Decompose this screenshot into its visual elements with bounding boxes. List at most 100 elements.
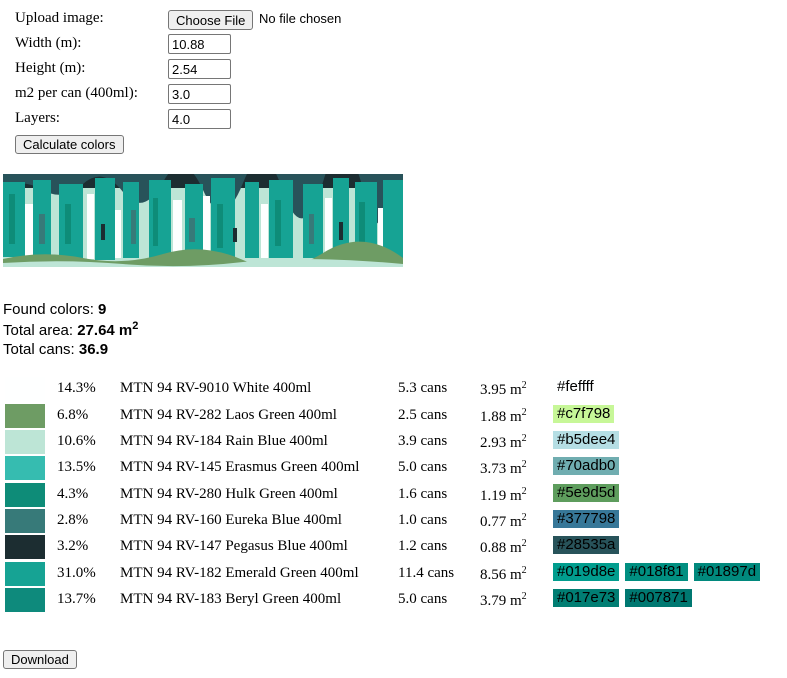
color-percent: 4.3% xyxy=(57,486,89,502)
color-paint-name: MTN 94 RV-280 Hulk Green 400ml xyxy=(120,486,338,502)
total-area-label: Total area: xyxy=(3,322,78,339)
hex-chip: #017e73 xyxy=(553,589,620,607)
color-area-value: 1.19 m xyxy=(480,488,522,504)
found-colors-line: Found colors: 9 xyxy=(3,301,106,318)
preview-image xyxy=(3,174,403,267)
color-area-value: 3.73 m xyxy=(480,461,522,477)
color-row: 4.3% MTN 94 RV-280 Hulk Green 400ml 1.6 ca… xyxy=(0,483,787,509)
color-cans: 5.3 cans xyxy=(398,380,448,396)
color-percent: 6.8% xyxy=(57,407,89,423)
color-area-value: 2.93 m xyxy=(480,435,522,451)
layers-label: Layers: xyxy=(15,110,60,126)
color-percent: 13.5% xyxy=(57,459,96,475)
total-cans-line: Total cans: 36.9 xyxy=(3,341,108,358)
color-paint-name: MTN 94 RV-183 Beryl Green 400ml xyxy=(120,591,342,607)
color-cans: 1.0 cans xyxy=(398,512,448,528)
total-area-value: 27.64 m2 xyxy=(77,320,139,339)
color-area-sup: 2 xyxy=(521,565,527,576)
color-cans: 3.9 cans xyxy=(398,433,448,449)
color-swatch xyxy=(5,377,45,401)
color-area: 1.88 m2 xyxy=(480,407,527,426)
color-cans: 2.5 cans xyxy=(398,407,448,423)
hex-chip: #018f81 xyxy=(625,563,688,581)
color-swatch xyxy=(5,535,45,559)
color-area: 3.79 m2 xyxy=(480,591,527,610)
color-area-sup: 2 xyxy=(521,538,527,549)
color-cans: 1.6 cans xyxy=(398,486,448,502)
color-paint-name: MTN 94 RV-9010 White 400ml xyxy=(120,380,312,396)
color-row: 3.2% MTN 94 RV-147 Pegasus Blue 400ml 1.2 … xyxy=(0,535,787,561)
color-area: 2.93 m2 xyxy=(480,433,527,452)
color-row: 13.5% MTN 94 RV-145 Erasmus Green 400ml 5.… xyxy=(0,456,787,482)
hex-chip-group: #c7f798 xyxy=(553,405,615,423)
color-paint-name: MTN 94 RV-160 Eureka Blue 400ml xyxy=(120,512,342,528)
color-row: 6.8% MTN 94 RV-282 Laos Green 400ml 2.5 ca… xyxy=(0,404,787,430)
color-percent: 14.3% xyxy=(57,380,96,396)
hex-chip: #c7f798 xyxy=(553,405,615,423)
color-swatch xyxy=(5,483,45,507)
hex-chip: #007871 xyxy=(625,589,692,607)
color-area-value: 0.77 m xyxy=(480,514,522,530)
found-colors-label: Found colors: xyxy=(3,301,99,318)
color-swatch xyxy=(5,588,45,612)
color-cans: 5.0 cans xyxy=(398,459,448,475)
color-row: 2.8% MTN 94 RV-160 Eureka Blue 400ml 1.0 c… xyxy=(0,509,787,535)
total-area-sup: 2 xyxy=(132,320,139,332)
layers-input[interactable] xyxy=(168,109,231,129)
color-paint-name: MTN 94 RV-147 Pegasus Blue 400ml xyxy=(120,538,348,554)
hex-chip: #feffff xyxy=(553,378,598,396)
found-colors-value: 9 xyxy=(98,301,107,318)
color-paint-name: MTN 94 RV-184 Rain Blue 400ml xyxy=(120,433,328,449)
hex-chip: #28535a xyxy=(553,536,620,554)
color-area-sup: 2 xyxy=(521,407,527,418)
color-area-value: 0.88 m xyxy=(480,540,522,556)
color-percent: 13.7% xyxy=(57,591,96,607)
color-area-value: 3.79 m xyxy=(480,593,522,609)
color-percent: 10.6% xyxy=(57,433,96,449)
color-percent: 3.2% xyxy=(57,538,89,554)
color-swatch xyxy=(5,456,45,480)
hex-chip: #5e9d5d xyxy=(553,484,620,502)
color-swatch xyxy=(5,562,45,586)
hex-chip-group: #019d8e #018f81 #01897d xyxy=(553,563,761,581)
hex-chip: #70adb0 xyxy=(553,457,620,475)
color-paint-name: MTN 94 RV-145 Erasmus Green 400ml xyxy=(120,459,360,475)
color-area-sup: 2 xyxy=(521,433,527,444)
color-area: 8.56 m2 xyxy=(480,565,527,584)
upload-label: Upload image: xyxy=(15,10,104,26)
color-area-value: 8.56 m xyxy=(480,567,522,583)
height-label: Height (m): xyxy=(15,60,86,76)
color-area: 1.19 m2 xyxy=(480,486,527,505)
m2-per-can-input[interactable] xyxy=(168,84,231,104)
color-cans: 5.0 cans xyxy=(398,591,448,607)
color-area: 0.77 m2 xyxy=(480,512,527,531)
color-swatch xyxy=(5,430,45,454)
color-row: 13.7% MTN 94 RV-183 Beryl Green 400ml 5.0 … xyxy=(0,588,787,614)
hex-chip: #019d8e xyxy=(553,563,620,581)
color-swatch xyxy=(5,404,45,428)
hex-chip: #01897d xyxy=(693,563,761,581)
color-area: 3.95 m2 xyxy=(480,380,527,399)
hex-chip: #377798 xyxy=(553,510,620,528)
hex-chip-group: #b5dee4 xyxy=(553,431,620,449)
download-button[interactable]: Download xyxy=(3,650,77,669)
height-input[interactable] xyxy=(168,59,231,79)
width-input[interactable] xyxy=(168,34,231,54)
color-percent: 31.0% xyxy=(57,565,96,581)
color-row: 10.6% MTN 94 RV-184 Rain Blue 400ml 3.9 ca… xyxy=(0,430,787,456)
hex-chip-group: #5e9d5d xyxy=(553,484,620,502)
choose-file-button[interactable]: Choose File xyxy=(168,10,254,30)
color-cans: 11.4 cans xyxy=(398,565,455,581)
color-swatch xyxy=(5,509,45,533)
color-area: 3.73 m2 xyxy=(480,459,527,478)
total-cans-value: 36.9 xyxy=(78,341,109,358)
calculate-colors-button[interactable]: Calculate colors xyxy=(15,135,124,154)
color-area-value: 1.88 m xyxy=(480,409,522,425)
color-area-sup: 2 xyxy=(521,380,527,391)
hex-chip: #b5dee4 xyxy=(553,431,620,449)
color-percent: 2.8% xyxy=(57,512,89,528)
total-cans-label: Total cans: xyxy=(3,341,79,358)
color-area-sup: 2 xyxy=(521,486,527,497)
color-paint-name: MTN 94 RV-282 Laos Green 400ml xyxy=(120,407,337,423)
color-area-sup: 2 xyxy=(521,591,527,602)
